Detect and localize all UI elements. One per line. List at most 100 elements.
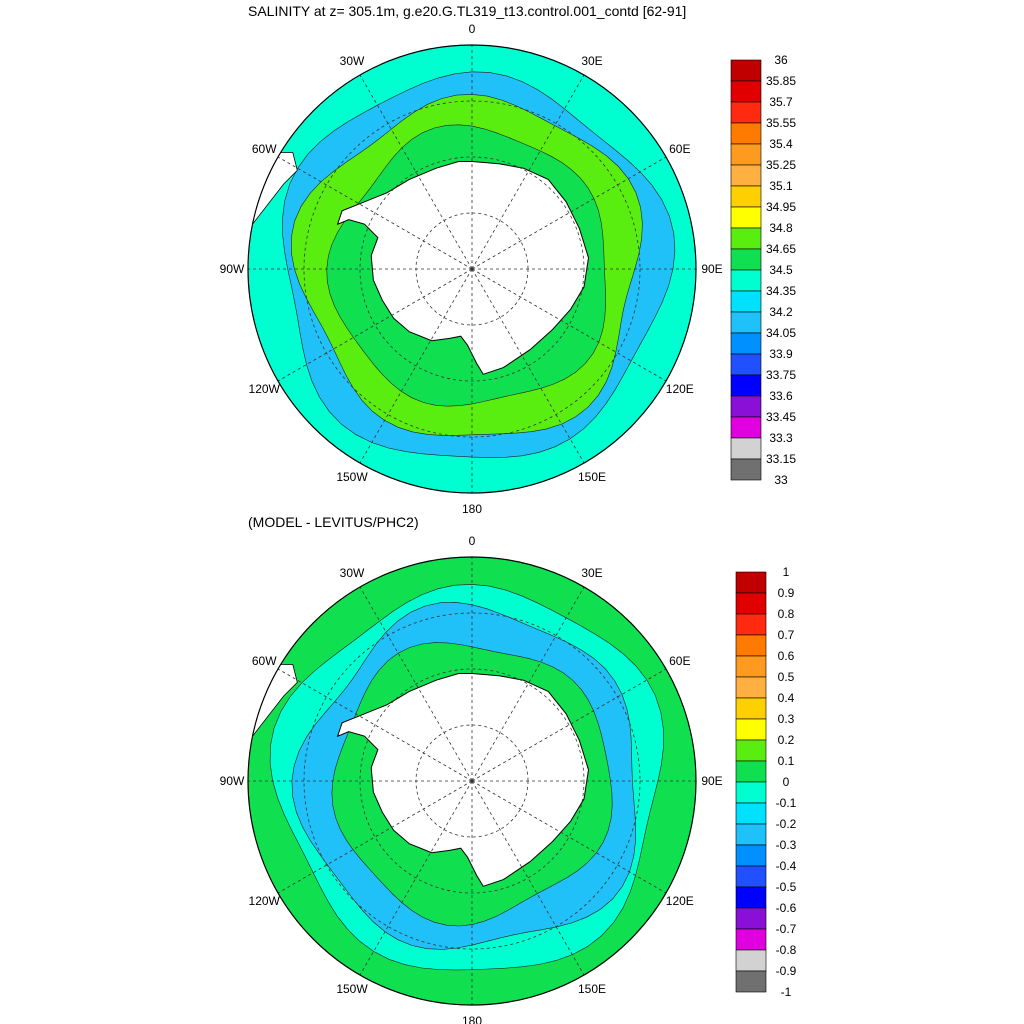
colorbar-swatch [735, 865, 767, 888]
meridian-line [471, 668, 667, 782]
colorbar: 36 35.85 35.7 35.55 35.4 35.25 35.1 34.95 34.8 34… [730, 53, 796, 487]
shaded-field [248, 557, 696, 1005]
antarctica-land [336, 673, 590, 887]
colorbar-label: 0.4 [778, 691, 795, 705]
colorbar-label: 35.25 [766, 158, 796, 172]
colorbar-label: 35.85 [766, 74, 796, 88]
colorbar-swatch [735, 886, 767, 909]
colorbar-swatch [730, 59, 762, 82]
colorbar-label: 35.1 [769, 179, 793, 193]
colorbar-label: 0 [783, 775, 790, 789]
colorbar-label: 0.8 [778, 607, 795, 621]
longitude-label: 0 [469, 22, 476, 36]
longitude-label: 150W [336, 982, 368, 996]
colorbar-label: 34.2 [769, 305, 793, 319]
meridian-line [471, 780, 585, 976]
colorbar-label: -0.4 [776, 859, 797, 873]
colorbar-label: 35.7 [769, 95, 793, 109]
colorbar-swatch [730, 311, 762, 334]
colorbar-label: 34.95 [766, 200, 796, 214]
longitude-label: 90E [701, 262, 722, 276]
colorbar-swatch [730, 206, 762, 229]
colorbar-label: 35.55 [766, 116, 796, 130]
colorbar-label: 0.5 [778, 670, 795, 684]
colorbar-swatch [735, 907, 767, 930]
colorbar-swatch [730, 185, 762, 208]
meridian-line [359, 74, 473, 270]
colorbar-label: 33.15 [766, 452, 796, 466]
meridian-line [359, 268, 473, 464]
colorbar-label: 34.5 [769, 263, 793, 277]
colorbar-swatch [735, 781, 767, 804]
colorbar-swatch [735, 655, 767, 678]
colorbar-swatch [735, 928, 767, 951]
colorbar-label: -1 [781, 985, 792, 999]
longitude-label: 150E [578, 982, 606, 996]
longitude-label: 30E [581, 566, 602, 580]
longitude-label: 150E [578, 470, 606, 484]
longitude-label: 60W [252, 142, 277, 156]
colorbar-label: 0.1 [778, 754, 795, 768]
colorbar-label: 0.3 [778, 712, 795, 726]
colorbar-label: -0.8 [776, 943, 797, 957]
colorbar-swatch [730, 101, 762, 124]
longitude-label: 90E [701, 774, 722, 788]
colorbar-swatch [730, 374, 762, 397]
colorbar-swatch [735, 634, 767, 657]
colorbar-swatch [730, 122, 762, 145]
colorbar-swatch [730, 332, 762, 355]
colorbar-label: 33.75 [766, 368, 796, 382]
colorbar-label: -0.6 [776, 901, 797, 915]
colorbar-label: -0.5 [776, 880, 797, 894]
latitude-circle [359, 668, 585, 894]
colorbar-swatch [735, 571, 767, 594]
meridian-line [277, 668, 473, 782]
colorbar-swatch [730, 227, 762, 250]
colorbar-label: 34.65 [766, 242, 796, 256]
colorbar-label: 34.35 [766, 284, 796, 298]
meridian-line [471, 586, 585, 782]
longitude-label: 120E [666, 894, 694, 908]
colorbar-swatch [730, 80, 762, 103]
map-border [247, 44, 697, 494]
meridian-line [471, 780, 667, 894]
longitude-label: 30W [340, 54, 365, 68]
colorbar-label: 1 [783, 565, 790, 579]
longitude-label: 150W [336, 470, 368, 484]
colorbar-swatch [735, 676, 767, 699]
colorbar-swatch [735, 970, 767, 993]
meridian-line [277, 268, 473, 382]
colorbar-swatch [730, 164, 762, 187]
colorbar-label: -0.2 [776, 817, 797, 831]
colorbar-swatch [730, 248, 762, 271]
longitude-label: 180 [462, 502, 482, 516]
meridian-line [471, 268, 667, 382]
colorbar-label: 0.2 [778, 733, 795, 747]
colorbar-label: -0.9 [776, 964, 797, 978]
longitude-label: 30E [581, 54, 602, 68]
colorbar-label: 0.6 [778, 649, 795, 663]
latitude-circle [359, 156, 585, 382]
south-america-land [248, 664, 298, 738]
colorbar-swatch [730, 416, 762, 439]
antarctica-land [336, 161, 590, 375]
meridian-line [471, 156, 667, 270]
map-border [247, 556, 697, 1006]
longitude-label: 90W [220, 774, 245, 788]
polar-map-panel-1: 0 30E 60E 90E 120E 150E 180 150W 120W 90W 60W 30W 36… [220, 22, 797, 516]
colorbar-label: -0.7 [776, 922, 797, 936]
colorbar-label: 33.45 [766, 410, 796, 424]
colorbar-swatch [735, 760, 767, 783]
colorbar-label: 36 [774, 53, 788, 67]
meridian-line [471, 268, 585, 464]
colorbar-label: -0.3 [776, 838, 797, 852]
colorbar-label: 34.05 [766, 326, 796, 340]
colorbar-label: 33.3 [769, 431, 793, 445]
colorbar-swatch [735, 739, 767, 762]
longitude-label: 90W [220, 262, 245, 276]
map-title-salinity: SALINITY at z= 305.1m, g.e20.G.TL319_t13… [248, 3, 687, 19]
colorbar-swatch [735, 613, 767, 636]
colorbar-swatch [735, 802, 767, 825]
colorbar-swatch [735, 697, 767, 720]
